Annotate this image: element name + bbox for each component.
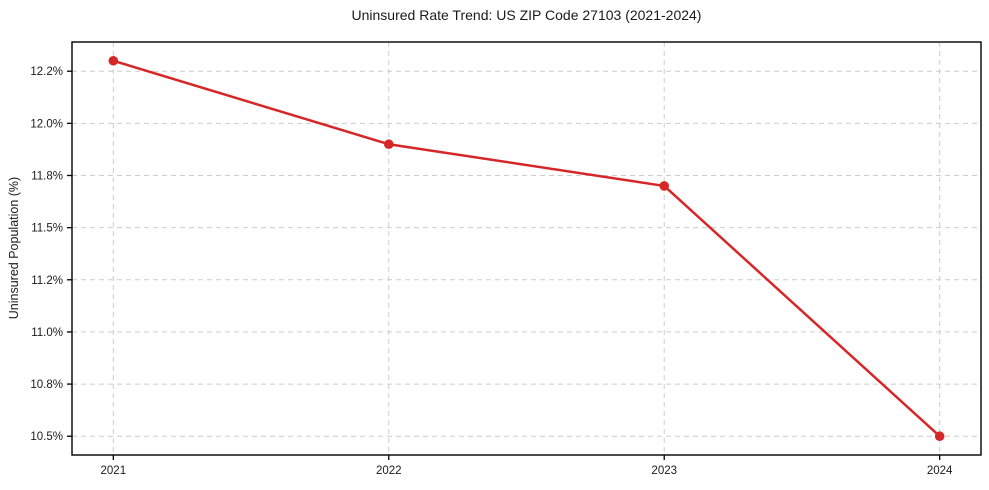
x-tick-label: 2023 (651, 465, 677, 477)
data-point-marker (659, 181, 670, 191)
y-tick-label: 10.8% (30, 379, 63, 391)
y-tick-label: 11.5% (31, 223, 63, 235)
data-point-marker (383, 139, 394, 150)
x-tick-label: 2021 (101, 465, 127, 477)
y-tick-label: 12.2% (30, 66, 63, 78)
y-tick-label: 11.2% (31, 275, 63, 287)
y-tick-label: 11.8% (31, 170, 63, 182)
y-tick-label: 11.0% (31, 327, 63, 339)
trend-line (112, 59, 941, 438)
data-point-marker (934, 431, 945, 442)
y-tick-label: 10.5% (30, 431, 63, 443)
chart-title: Uninsured Rate Trend: US ZIP Code 27103 … (351, 7, 702, 23)
y-tick-label: 12.0% (30, 118, 63, 130)
x-tick-label: 2024 (927, 465, 953, 477)
data-point-marker (108, 55, 119, 66)
x-tick-label: 2022 (376, 465, 402, 477)
axes-frame (71, 41, 982, 456)
